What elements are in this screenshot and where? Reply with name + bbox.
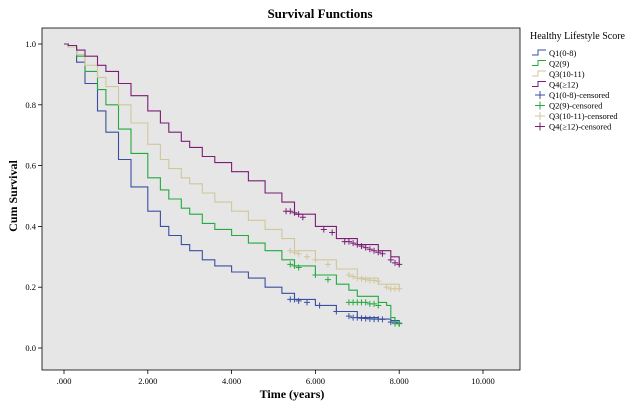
- legend-entry-label: Q4(≥12): [549, 80, 578, 90]
- censor-mark: [304, 253, 311, 260]
- x-tick-label: 6.000: [306, 376, 325, 386]
- legend-entry-label: Q3(10-11): [549, 69, 585, 79]
- censor-mark: [371, 300, 378, 307]
- legend-line-swatch: [532, 70, 546, 77]
- y-tick-label: 0.4: [25, 221, 36, 231]
- legend-line-swatch: [532, 49, 546, 56]
- censor-mark: [312, 272, 319, 279]
- x-tick-label: 8.000: [390, 376, 409, 386]
- legend-cross-swatch: [535, 91, 545, 99]
- censor-mark: [350, 273, 357, 280]
- legend-cross-swatch: [535, 101, 545, 110]
- censor-mark: [371, 247, 378, 254]
- censor-mark: [299, 214, 306, 221]
- y-tick-label: 0.2: [25, 282, 36, 292]
- legend-entry-label: Q1(0-8)-censored: [549, 90, 610, 100]
- censor-mark: [396, 285, 403, 292]
- x-tick-label: 4.000: [222, 376, 241, 386]
- censor-mark: [295, 250, 302, 257]
- series-line: [64, 43, 400, 327]
- censor-mark: [304, 299, 311, 306]
- censor-mark: [291, 262, 298, 269]
- censor-mark: [295, 297, 302, 304]
- legend-entry-label: Q2(9): [549, 59, 569, 69]
- censor-mark: [387, 256, 394, 263]
- censor-mark: [379, 250, 386, 257]
- censor-mark: [392, 259, 399, 266]
- y-tick-label: 0.6: [25, 161, 36, 171]
- censor-mark: [350, 240, 357, 247]
- censor-mark: [358, 275, 365, 282]
- censor-mark: [333, 308, 340, 315]
- legend-title: Healthy Lifestyle Score: [530, 31, 626, 42]
- censor-mark: [320, 226, 327, 233]
- censor-mark: [329, 229, 336, 236]
- censor-mark: [371, 277, 378, 284]
- y-axis-ticks: 0.0 0.2 0.4 0.6 0.8 1.0: [25, 39, 42, 353]
- censor-mark: [354, 314, 361, 321]
- x-axis-ticks: .000 2.000 4.000 6.000 8.000 10.000: [57, 370, 495, 386]
- censor-mark: [362, 299, 369, 306]
- censor-mark: [291, 209, 298, 216]
- censor-mark: [291, 296, 298, 303]
- y-axis-label: Cum Survival: [6, 160, 20, 232]
- legend-entries: Q1(0-8)Q2(9)Q3(10-11)Q4(≥12)Q1(0-8)-cens…: [532, 48, 618, 132]
- censor-mark: [295, 211, 302, 218]
- censor-mark: [383, 284, 390, 291]
- censor-mark: [354, 275, 361, 282]
- legend-entry-label: Q3(10-11)-censored: [549, 111, 618, 121]
- legend-entry-label: Q1(0-8): [549, 48, 577, 58]
- censor-mark: [345, 272, 352, 279]
- censor-mark: [362, 244, 369, 251]
- x-tick-label: 2.000: [138, 376, 157, 386]
- x-axis-label: Time (years): [260, 387, 325, 401]
- censor-mark: [375, 249, 382, 256]
- censor-mark: [379, 316, 386, 323]
- censor-mark: [316, 302, 323, 309]
- censor-mark: [366, 246, 373, 253]
- x-tick-label: .000: [57, 376, 72, 386]
- chart-title: Survival Functions: [267, 6, 372, 21]
- series-line: [64, 43, 400, 266]
- legend-cross-swatch: [535, 122, 545, 131]
- censor-mark: [312, 256, 319, 263]
- censor-mark: [358, 243, 365, 250]
- censor-mark: [287, 208, 294, 215]
- legend: Healthy Lifestyle Score Q1(0-8)Q2(9)Q3(1…: [530, 31, 626, 132]
- censor-mark: [375, 278, 382, 285]
- y-tick-label: 0.0: [25, 343, 36, 353]
- series-layer: [64, 43, 403, 327]
- censor-mark: [362, 276, 369, 283]
- censor-mark: [324, 276, 331, 283]
- censor-mark: [345, 313, 352, 320]
- censor-mark: [295, 264, 302, 271]
- legend-line-swatch: [532, 81, 546, 87]
- y-tick-label: 1.0: [25, 39, 36, 49]
- x-tick-label: 10.000: [471, 376, 494, 386]
- censor-mark: [354, 241, 361, 248]
- censor-mark: [287, 261, 294, 268]
- censor-mark: [291, 249, 298, 256]
- legend-entry-label: Q2(9)-censored: [549, 101, 603, 111]
- censor-mark: [396, 261, 403, 268]
- legend-line-swatch: [532, 60, 546, 66]
- legend-entry-label: Q4(≥12)-censored: [549, 122, 612, 132]
- censor-mark: [396, 320, 403, 327]
- censor-mark: [375, 302, 382, 309]
- censor-mark: [287, 247, 294, 254]
- legend-cross-swatch: [535, 112, 545, 120]
- plot-area: [41, 27, 521, 371]
- censor-mark: [324, 261, 331, 268]
- censor-mark: [345, 238, 352, 245]
- y-tick-label: 0.8: [25, 100, 36, 110]
